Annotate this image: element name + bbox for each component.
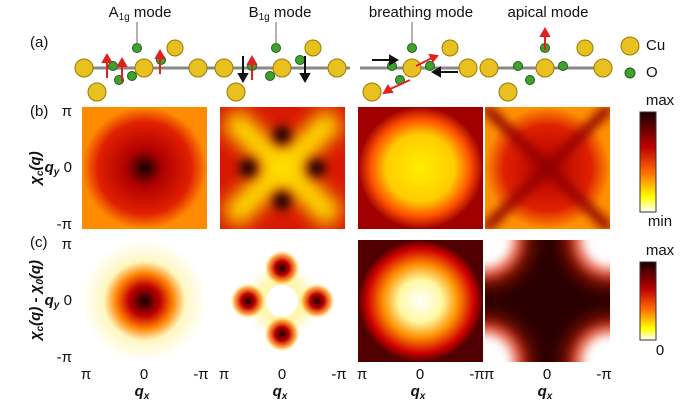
sub: 0	[35, 279, 46, 285]
legend-cu: Cu	[646, 37, 665, 54]
mode-sub: 1g	[119, 12, 130, 23]
x-tick-label: -π	[469, 366, 484, 383]
colorbar-max: max	[646, 242, 675, 259]
x-tick-label: π	[357, 366, 367, 383]
panel-label: (a)	[30, 34, 48, 51]
q-sub: x	[546, 391, 553, 402]
x-tick-label: 0	[278, 366, 286, 383]
mode-title: apical mode	[508, 4, 589, 21]
x-tick-label: 0	[140, 366, 148, 383]
panel-label: (c)	[30, 234, 48, 251]
x-axis-label: qx	[538, 383, 553, 402]
x-tick-label: π	[81, 366, 91, 383]
y-tick-label: π	[62, 236, 72, 253]
heatmap	[220, 107, 345, 229]
y-tick-label: π	[62, 103, 72, 120]
mode-title: breathing mode	[369, 4, 473, 21]
colorbar-max: max	[646, 92, 675, 109]
mode-text: A	[109, 4, 119, 21]
y-tick-label: -π	[57, 216, 72, 233]
colorbar	[639, 111, 657, 213]
y-label: χc(q) - χ0(q)	[27, 260, 46, 342]
legend-o: O	[646, 64, 658, 81]
mode-sub: 1g	[259, 12, 270, 23]
x-tick-label: 0	[543, 366, 551, 383]
heatmap-row-b	[82, 107, 610, 229]
arg: (q)	[27, 151, 44, 170]
y-tick-label: -π	[57, 349, 72, 366]
colorbar-min: 0	[656, 342, 664, 359]
arg: (q)	[27, 260, 44, 279]
panel-label: (b)	[30, 103, 48, 120]
mode-title: A1g mode	[109, 4, 172, 23]
heatmap	[82, 107, 207, 229]
chi: χ	[27, 175, 44, 187]
heatmap	[220, 240, 345, 362]
arg: (q) -	[27, 293, 44, 325]
x-axis-label: qx	[411, 383, 426, 402]
mode-text: B	[249, 4, 259, 21]
x-tick-label: -π	[193, 366, 208, 383]
mode-suffix: mode	[270, 4, 312, 21]
y-tick-label: 0	[64, 292, 72, 309]
q: q	[273, 383, 282, 400]
chi: χ	[27, 283, 44, 295]
sub: c	[35, 170, 46, 176]
heatmap	[82, 240, 207, 362]
colorbar-min: min	[648, 213, 672, 230]
x-axis-label: qx	[135, 383, 150, 402]
y-tick-label: 0	[64, 159, 72, 176]
heatmap-row-c	[82, 240, 610, 362]
y-axis-label: qy	[45, 292, 60, 311]
sub: c	[35, 325, 46, 331]
chi: χ	[27, 330, 44, 342]
q: q	[411, 383, 420, 400]
x-tick-label: 0	[416, 366, 424, 383]
y-label: χc(q)	[27, 151, 46, 186]
x-tick-label: π	[219, 366, 229, 383]
q: q	[538, 383, 547, 400]
q-sub: x	[419, 391, 426, 402]
heatmap	[358, 107, 483, 229]
heatmap	[358, 240, 483, 362]
y-axis-label: qy	[45, 159, 60, 178]
q-sub: y	[53, 167, 60, 178]
mode-title: B1g mode	[249, 4, 312, 23]
x-tick-label: π	[484, 366, 494, 383]
heatmap	[485, 240, 610, 362]
x-tick-label: -π	[596, 366, 611, 383]
q: q	[45, 292, 54, 309]
q: q	[135, 383, 144, 400]
colorbar	[639, 261, 657, 341]
x-axis-label: qx	[273, 383, 288, 402]
structures	[74, 22, 640, 102]
mode-suffix: mode	[130, 4, 172, 21]
q-sub: y	[53, 300, 60, 311]
x-tick-label: -π	[331, 366, 346, 383]
q: q	[45, 159, 54, 176]
q-sub: x	[281, 391, 288, 402]
heatmap	[485, 107, 610, 229]
q-sub: x	[143, 391, 150, 402]
